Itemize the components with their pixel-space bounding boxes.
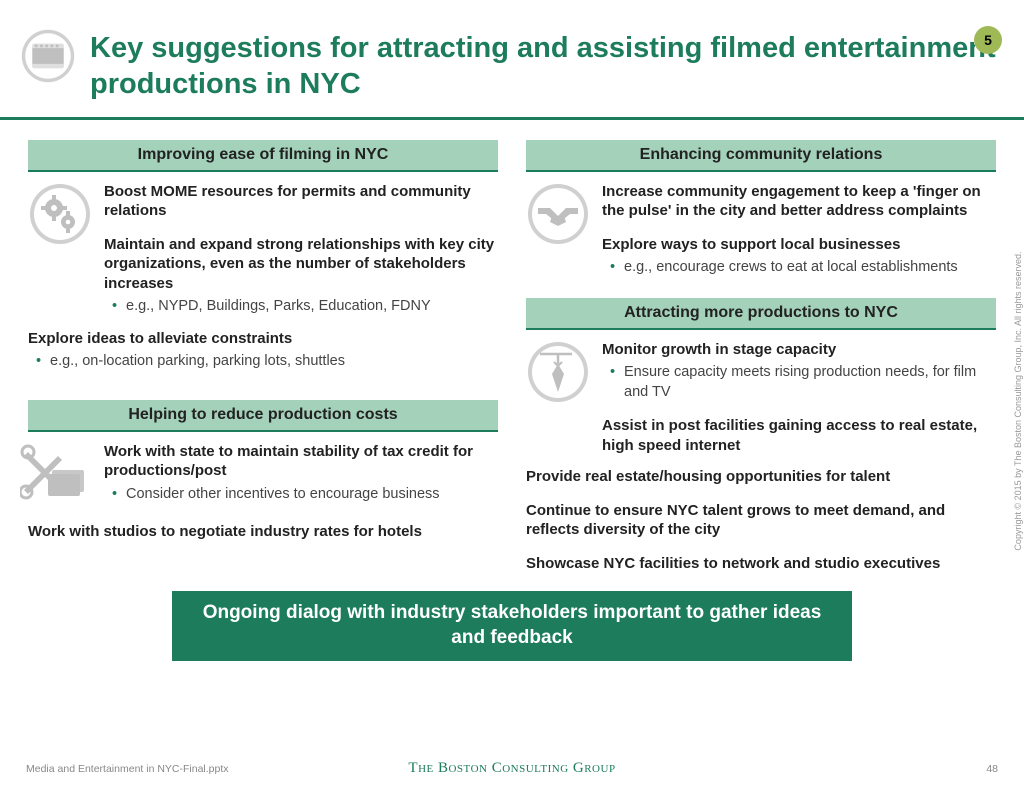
bullet: Showcase NYC facilities to network and s… [526, 554, 996, 574]
section-head-community: Enhancing community relations [526, 140, 996, 172]
bullet: Explore ways to support local businesses [602, 235, 996, 255]
bullet: Assist in post facilities gaining access… [602, 416, 996, 455]
sub-bullet: e.g., NYPD, Buildings, Parks, Education,… [104, 297, 498, 317]
gears-icon [28, 182, 92, 246]
bullet: Work with state to maintain stability of… [104, 442, 498, 481]
footer-filename: Media and Entertainment in NYC-Final.ppt… [26, 763, 350, 775]
sub-bullet: e.g., encourage crews to eat at local es… [602, 258, 996, 278]
sub-bullet: Ensure capacity meets rising production … [602, 363, 996, 402]
footer-page-number: 48 [674, 763, 998, 775]
handshake-icon [526, 182, 590, 246]
callout-banner: Ongoing dialog with industry stakeholder… [172, 591, 852, 660]
carrot-icon [526, 340, 590, 404]
bullet: Work with studios to negotiate industry … [28, 522, 498, 542]
row-ease: Boost MOME resources for permits and com… [28, 182, 498, 321]
slide-header: Key suggestions for attracting and assis… [0, 0, 1024, 111]
copyright-vertical: Copyright © 2015 by The Boston Consultin… [1013, 251, 1023, 550]
content-grid: Improving ease of filming in NYC [0, 140, 1024, 578]
bullet: Explore ideas to alleviate constraints [28, 329, 498, 349]
sub-bullet: Consider other incentives to encourage b… [104, 485, 498, 505]
film-icon [20, 28, 76, 84]
title-rule [0, 117, 1024, 120]
bullet: Monitor growth in stage capacity [602, 340, 996, 360]
page-badge: 5 [974, 26, 1002, 54]
section-head-ease: Improving ease of filming in NYC [28, 140, 498, 172]
section-head-costs: Helping to reduce production costs [28, 400, 498, 432]
row-attract: Monitor growth in stage capacity Ensure … [526, 340, 996, 460]
right-column: Enhancing community relations Increase c… [526, 140, 996, 578]
row-community: Increase community engagement to keep a … [526, 182, 996, 282]
footer-company: The Boston Consulting Group [350, 760, 674, 777]
slide-title: Key suggestions for attracting and assis… [90, 28, 1004, 103]
section-head-attract: Attracting more productions to NYC [526, 298, 996, 330]
sub-bullet: e.g., on-location parking, parking lots,… [28, 352, 498, 372]
bullet: Provide real estate/housing opportunitie… [526, 467, 996, 487]
bullet: Maintain and expand strong relationships… [104, 235, 498, 294]
bullet: Increase community engagement to keep a … [602, 182, 996, 221]
scissors-icon [20, 442, 92, 514]
left-column: Improving ease of filming in NYC [28, 140, 498, 578]
footer: Media and Entertainment in NYC-Final.ppt… [0, 760, 1024, 777]
bullet: Continue to ensure NYC talent grows to m… [526, 501, 996, 540]
row-costs: Work with state to maintain stability of… [28, 442, 498, 514]
bullet: Boost MOME resources for permits and com… [104, 182, 498, 221]
